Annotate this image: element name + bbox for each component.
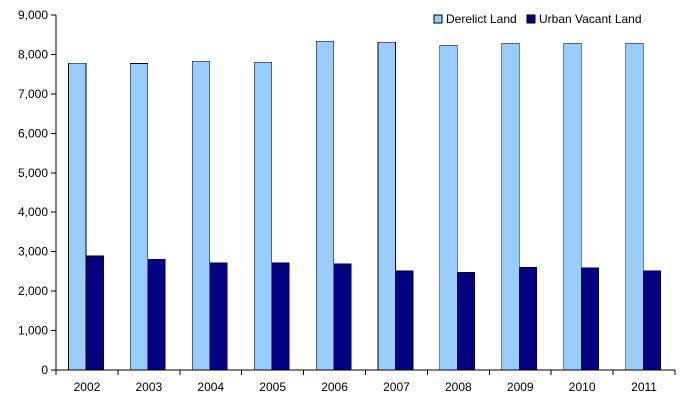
bar-urban-vacant-land-2011 [642,270,661,371]
bar-derelict-land-2006 [315,41,334,371]
legend-swatch-urban-vacant-land [526,14,536,24]
bar-urban-vacant-land-2004 [209,262,228,371]
bar-derelict-land-2002 [68,62,87,371]
bar-derelict-land-2004 [192,60,211,371]
x-tick-label: 2010 [569,380,596,394]
x-tick-label: 2009 [507,380,534,394]
bars-layer [68,41,661,371]
bar-derelict-land-2010 [563,43,582,371]
x-tick-label: 2011 [631,380,657,394]
y-tick-label: 1,000 [18,324,48,338]
bar-urban-vacant-land-2006 [333,263,352,371]
bar-derelict-land-2005 [253,62,272,371]
y-tick-label: 5,000 [18,166,48,180]
legend-label-derelict-land: Derelict Land [446,12,517,26]
x-tick-label: 2007 [383,380,410,394]
y-tick-label: 3,000 [18,245,48,259]
axes-layer: 0 1,000 2,000 3,000 4,000 5,000 6,000 7,000 8,00… [18,8,676,394]
y-tick-label: 4,000 [18,205,48,219]
y-tick-label: 2,000 [18,284,48,298]
bar-derelict-land-2011 [625,43,644,371]
legend: Derelict Land Urban Vacant Land [433,12,642,26]
bar-urban-vacant-land-2002 [85,255,104,371]
bar-derelict-land-2008 [439,45,458,371]
bar-derelict-land-2007 [377,41,396,371]
y-tick-label: 9,000 [18,8,48,22]
bar-derelict-land-2009 [501,43,520,371]
bar-derelict-land-2003 [130,63,149,371]
x-tick-label: 2006 [321,380,348,394]
bar-urban-vacant-land-2009 [518,267,538,371]
x-tick-label: 2005 [259,380,286,394]
bar-urban-vacant-land-2003 [147,258,166,371]
legend-label-urban-vacant-land: Urban Vacant Land [539,12,642,26]
y-tick-label: 6,000 [18,126,48,140]
bar-urban-vacant-land-2010 [580,267,600,371]
bar-urban-vacant-land-2007 [395,270,414,371]
y-tick-label: 0 [41,363,48,377]
x-tick-label: 2004 [197,380,224,394]
legend-swatch-derelict-land [433,14,443,24]
y-tick-label: 8,000 [18,47,48,61]
y-tick-label: 7,000 [18,87,48,101]
x-tick-label: 2002 [74,380,101,394]
x-tick-label: 2003 [135,380,162,394]
x-tick-label: 2008 [445,380,472,394]
bar-urban-vacant-land-2005 [271,262,290,371]
bar-urban-vacant-land-2008 [457,271,476,371]
